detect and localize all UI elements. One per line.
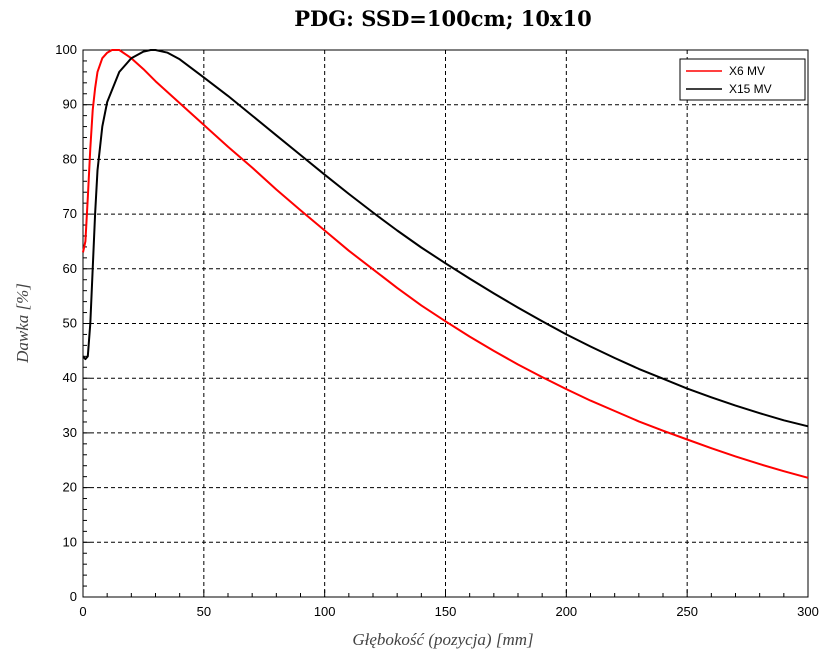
chart-title: PDG: SSD=100cm; 10x10 bbox=[294, 6, 592, 31]
legend-box bbox=[679, 58, 806, 101]
y-tick-label: 70 bbox=[63, 206, 77, 221]
y-tick-label: 40 bbox=[63, 370, 77, 385]
series-line-x6-mv bbox=[82, 49, 809, 479]
legend: X6 MV X15 MV bbox=[679, 58, 806, 101]
y-tick-label: 50 bbox=[63, 316, 77, 331]
series-line-x15-mv bbox=[82, 49, 809, 428]
x-axis-label: Głębokość (pozycja) [mm] bbox=[352, 630, 533, 649]
x-tick-label: 150 bbox=[435, 604, 457, 619]
x-tick-label: 200 bbox=[555, 604, 577, 619]
x-tick-label: 250 bbox=[676, 604, 698, 619]
x-tick-label: 0 bbox=[79, 604, 86, 619]
y-tick-labels: 0 10 20 30 40 50 60 70 80 90 100 bbox=[55, 42, 77, 604]
y-axis-label: Dawka [%] bbox=[13, 283, 32, 364]
x-tick-label: 300 bbox=[797, 604, 819, 619]
y-tick-label: 0 bbox=[70, 589, 77, 604]
legend-label-x15: X15 MV bbox=[729, 82, 772, 96]
legend-label-x6: X6 MV bbox=[729, 64, 765, 78]
x-tick-labels: 0 50 100 150 200 250 300 bbox=[79, 604, 818, 619]
y-tick-label: 80 bbox=[63, 151, 77, 166]
y-tick-label: 30 bbox=[63, 425, 77, 440]
series-layer bbox=[82, 49, 809, 479]
grid-lines bbox=[83, 50, 808, 597]
x-tick-label: 100 bbox=[314, 604, 336, 619]
y-tick-label: 10 bbox=[63, 534, 77, 549]
y-tick-label: 60 bbox=[63, 261, 77, 276]
y-tick-label: 100 bbox=[55, 42, 77, 57]
plot-frame bbox=[82, 49, 809, 598]
y-tick-label: 90 bbox=[63, 97, 77, 112]
y-tick-label: 20 bbox=[63, 480, 77, 495]
x-tick-label: 50 bbox=[197, 604, 211, 619]
